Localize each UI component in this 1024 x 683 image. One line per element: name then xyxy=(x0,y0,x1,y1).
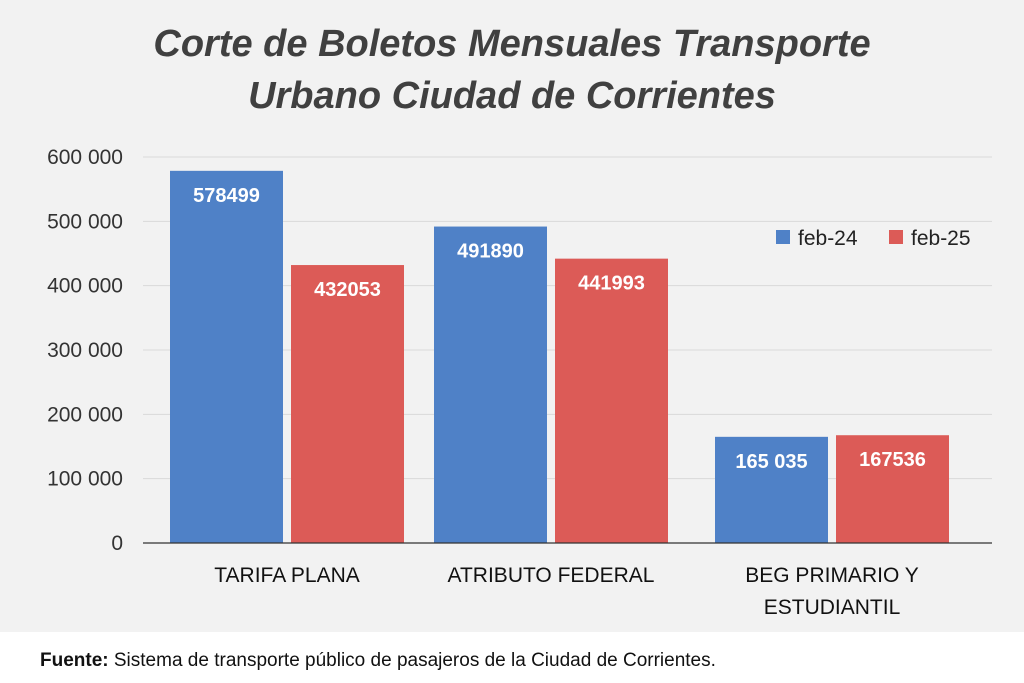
y-tick-label: 300 000 xyxy=(47,339,123,362)
data-label: 441993 xyxy=(578,273,645,295)
x-category-label: TARIFA PLANA xyxy=(214,564,360,587)
y-tick-label: 400 000 xyxy=(47,275,123,298)
chart-area: Corte de Boletos Mensuales Transporte Ur… xyxy=(0,0,1024,632)
bar xyxy=(291,265,404,543)
legend-swatch xyxy=(776,230,790,244)
y-tick-label: 500 000 xyxy=(47,210,123,233)
bar xyxy=(715,436,828,543)
bar xyxy=(836,435,949,543)
legend-label: feb-24 xyxy=(798,227,858,250)
legend-swatch xyxy=(889,230,903,244)
x-category-label: ESTUDIANTIL xyxy=(764,596,901,619)
x-category-label: BEG PRIMARIO Y xyxy=(745,564,919,587)
bar xyxy=(434,226,547,543)
data-label: 432053 xyxy=(314,279,381,301)
chart-title-line-2: Urbano Ciudad de Corrientes xyxy=(248,75,776,117)
footer-text: Sistema de transporte público de pasajer… xyxy=(108,650,716,671)
y-tick-label: 600 000 xyxy=(47,146,123,169)
data-label: 491890 xyxy=(457,241,524,263)
x-category-label: ATRIBUTO FEDERAL xyxy=(448,564,655,587)
data-label: 167536 xyxy=(859,449,926,471)
bar xyxy=(170,170,283,543)
bar xyxy=(555,258,668,543)
data-label: 578499 xyxy=(193,185,260,207)
chart-title-line-1: Corte de Boletos Mensuales Transporte xyxy=(153,23,871,65)
data-label: 165 035 xyxy=(735,451,807,473)
y-tick-label: 0 xyxy=(111,532,123,555)
y-tick-label: 100 000 xyxy=(47,468,123,491)
bar-chart: 0 100 000 200 000 300 000 400 000 500 000 600 … xyxy=(47,146,992,619)
chart-title: Corte de Boletos Mensuales Transporte Ur… xyxy=(0,18,1024,122)
source-footer: Fuente: Sistema de transporte público de… xyxy=(40,650,716,672)
footer-label: Fuente: xyxy=(40,650,109,671)
legend-label: feb-25 xyxy=(911,227,971,250)
y-tick-label: 200 000 xyxy=(47,403,123,426)
